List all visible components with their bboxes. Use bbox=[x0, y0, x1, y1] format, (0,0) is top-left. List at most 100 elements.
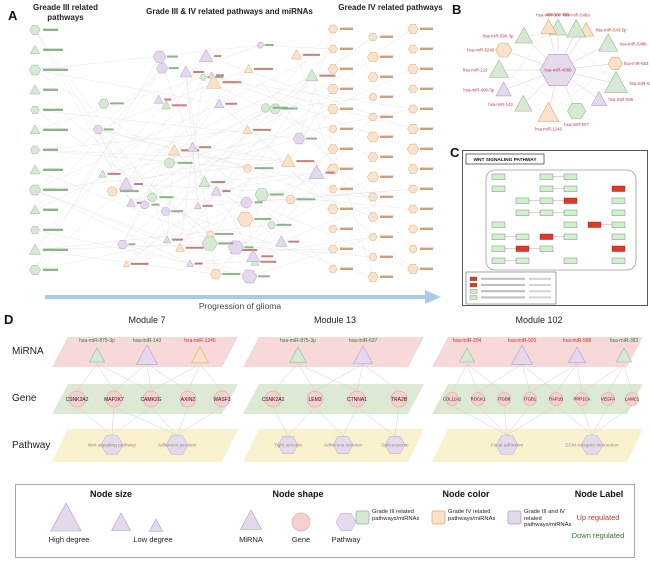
edge bbox=[548, 63, 616, 114]
node bbox=[269, 103, 281, 114]
gene-label: ITGB8 bbox=[498, 397, 511, 402]
mirna-node bbox=[598, 33, 619, 52]
edge bbox=[275, 36, 374, 109]
edge bbox=[131, 68, 414, 204]
edge bbox=[219, 103, 414, 270]
inset-swatch bbox=[469, 289, 478, 294]
mirna-hub-network: hsa-miR-4668 hsa-mir-299 hsa-miR-543-5p hsa… bbox=[463, 12, 650, 131]
node-label-mark bbox=[380, 135, 393, 138]
mirna-label: hsa-miR-653 bbox=[624, 61, 649, 66]
edge bbox=[189, 236, 374, 264]
inset-text-mark bbox=[481, 290, 525, 293]
grade4-node bbox=[327, 204, 339, 214]
mirna-label: hsa-miR-590-3p bbox=[483, 34, 514, 39]
gene-box bbox=[539, 245, 554, 252]
grade4-color-label: Grade IV related pathways/miRNAs bbox=[448, 509, 496, 522]
grade4-node bbox=[408, 44, 418, 54]
gene-box bbox=[515, 197, 530, 204]
mirna-label: hsa-miR-300 bbox=[536, 12, 561, 17]
gene-node bbox=[549, 392, 563, 406]
mirna-label: hsa-miR-548b bbox=[620, 41, 648, 46]
node-label-mark bbox=[380, 155, 393, 158]
inset-text-mark bbox=[481, 296, 525, 299]
mirna-node bbox=[604, 70, 628, 93]
node-label-mark bbox=[43, 108, 63, 111]
pathway-label: Tight junction bbox=[274, 443, 303, 449]
gene-node bbox=[179, 390, 197, 408]
gene-box bbox=[515, 233, 530, 240]
gene-box bbox=[563, 173, 578, 180]
node-label-mark bbox=[151, 203, 160, 206]
edge bbox=[34, 89, 211, 235]
edge bbox=[34, 224, 272, 251]
gene-node bbox=[523, 392, 537, 406]
deg-gene-box bbox=[515, 245, 530, 252]
gene-label: LEM3 bbox=[308, 397, 321, 403]
mirna-label: hsa-miR-588 bbox=[563, 338, 592, 344]
panel-a-letter: A bbox=[8, 8, 18, 23]
gene-box bbox=[611, 233, 626, 240]
node-label-mark bbox=[420, 207, 433, 210]
edge bbox=[204, 172, 317, 183]
mirna-node bbox=[537, 101, 560, 122]
edge bbox=[34, 68, 163, 251]
gene-box bbox=[539, 173, 554, 180]
edge bbox=[34, 189, 250, 277]
edge bbox=[216, 172, 317, 192]
node bbox=[256, 42, 264, 49]
node bbox=[280, 153, 296, 167]
panel-c-letter: C bbox=[450, 145, 460, 160]
edge bbox=[97, 129, 210, 244]
node-label-mark bbox=[168, 67, 179, 70]
edge bbox=[34, 56, 160, 271]
node-label-mark bbox=[222, 81, 242, 84]
node-label-mark bbox=[211, 181, 226, 184]
grade4-node bbox=[368, 192, 378, 202]
edge bbox=[192, 147, 374, 218]
grade4-node bbox=[328, 244, 338, 254]
edge bbox=[205, 56, 414, 130]
grade4-node bbox=[407, 124, 419, 134]
node-label-mark bbox=[340, 47, 353, 50]
grade4-node bbox=[408, 104, 418, 114]
gene-box bbox=[563, 257, 578, 264]
gene-box bbox=[539, 197, 554, 204]
pathway-label: Wnt signaling pathway bbox=[88, 443, 137, 449]
gene-box bbox=[611, 197, 626, 204]
mirna-node bbox=[495, 42, 512, 58]
edge bbox=[34, 75, 312, 211]
gene-label: CAMK2G bbox=[140, 397, 161, 403]
module-13-network: hsa-miR-875-3p hsa-miR-637 CSNK2A2 LEM3 … bbox=[243, 337, 424, 462]
gene-box bbox=[515, 257, 530, 264]
hub-mirna-node bbox=[539, 54, 577, 86]
node-label-mark bbox=[177, 161, 193, 164]
node bbox=[198, 48, 214, 62]
mirna-node bbox=[514, 94, 533, 112]
node-label-mark bbox=[254, 201, 263, 204]
edge bbox=[281, 188, 414, 242]
edge bbox=[34, 189, 191, 264]
node-label-mark bbox=[193, 71, 205, 74]
edge bbox=[122, 108, 276, 245]
gene-label: PPP1CA bbox=[574, 397, 591, 402]
mirna-label: hsa-miR-204 bbox=[453, 338, 482, 344]
edge bbox=[34, 68, 163, 211]
pathway-node bbox=[384, 436, 406, 454]
gene-label: TRA2B bbox=[391, 397, 408, 403]
node-label-mark bbox=[254, 217, 272, 220]
edge bbox=[296, 54, 334, 170]
grade4-node bbox=[328, 24, 338, 34]
node-label-mark bbox=[43, 208, 58, 211]
grade3-node bbox=[29, 44, 41, 54]
node-label-mark bbox=[340, 187, 353, 190]
gene-node bbox=[348, 390, 366, 408]
edge bbox=[169, 68, 249, 164]
node bbox=[240, 196, 252, 209]
edge bbox=[34, 109, 300, 139]
node-label-mark bbox=[43, 88, 58, 91]
node bbox=[260, 103, 271, 113]
node bbox=[205, 74, 222, 89]
edge bbox=[275, 96, 374, 109]
node bbox=[292, 133, 306, 145]
mirna-label: hsa-miR-875-3p bbox=[79, 338, 115, 344]
